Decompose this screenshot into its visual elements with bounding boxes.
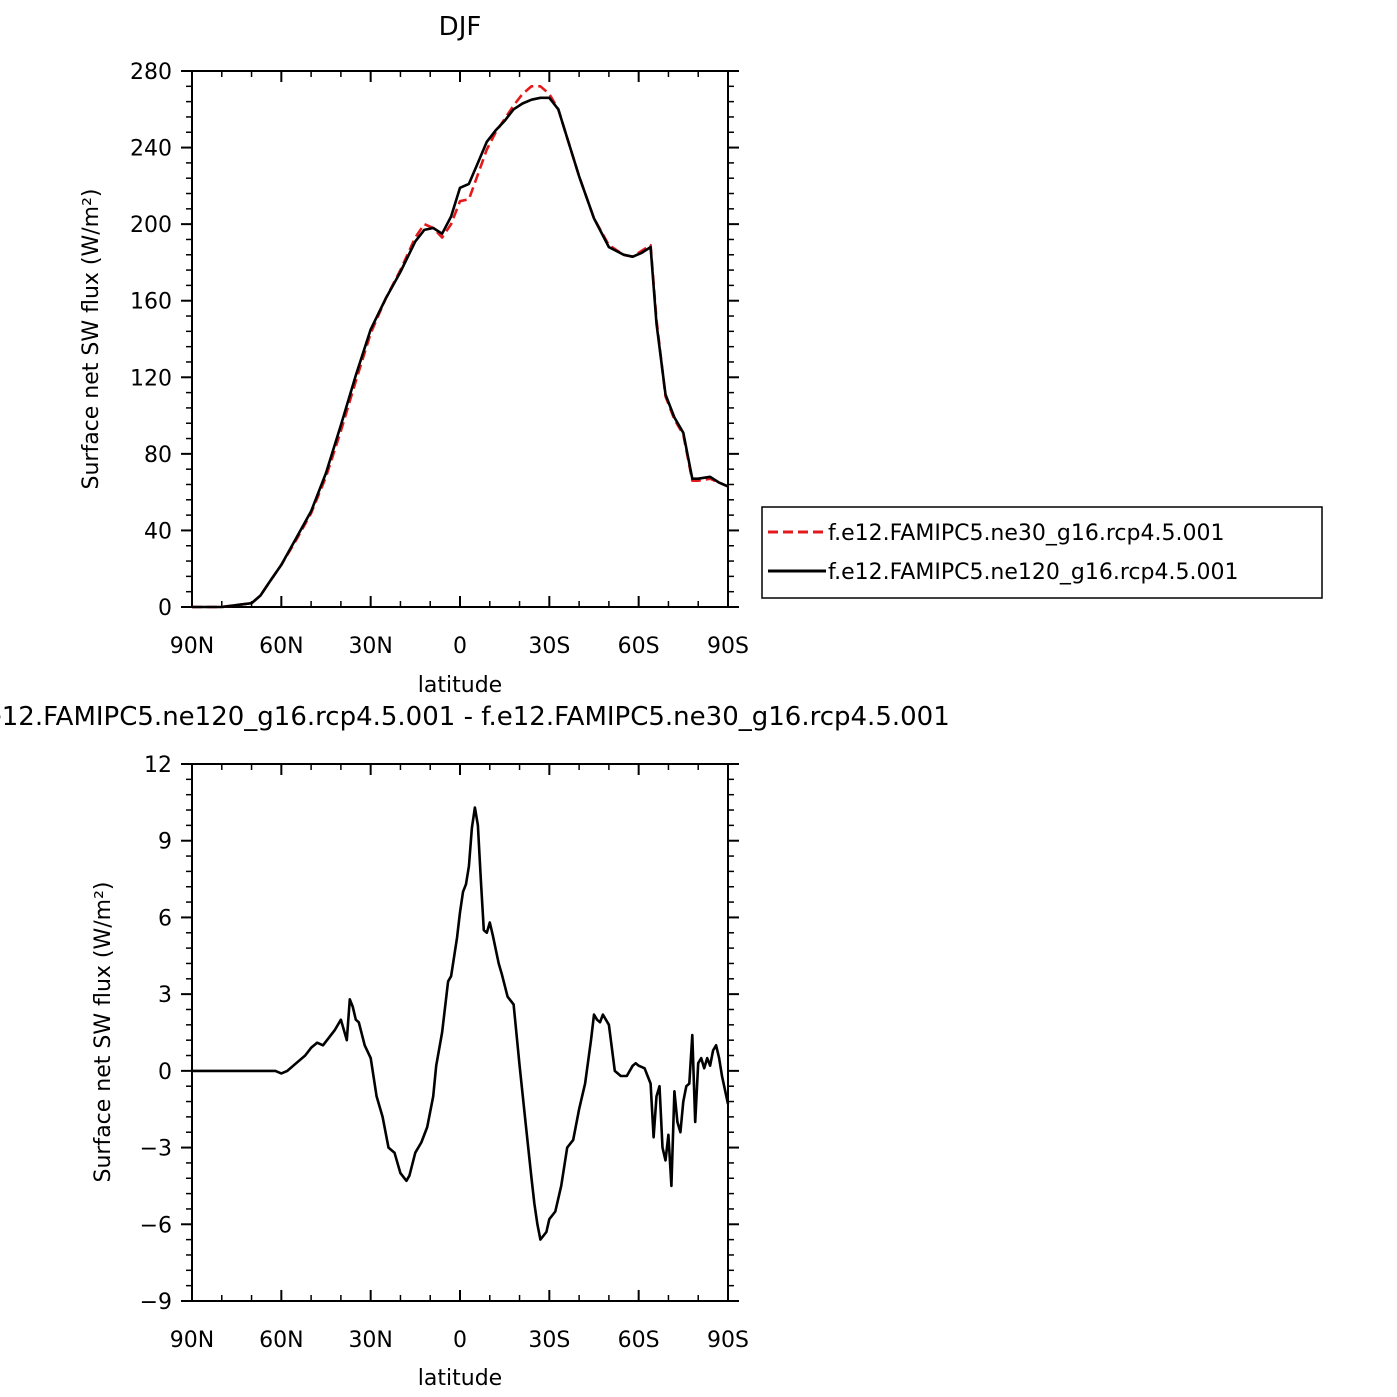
bottom-x-axis-label: latitude: [418, 1366, 502, 1391]
x-tick-label: 60S: [618, 634, 660, 659]
x-tick-label: 60S: [618, 1328, 660, 1353]
top-x-axis-label: latitude: [418, 673, 502, 698]
y-tick-label: 9: [158, 830, 172, 855]
legend-box: [761, 506, 1323, 599]
legend-label-ne30: f.e12.FAMIPC5.ne30_g16.rcp4.5.001: [828, 521, 1224, 546]
top-chart-ticks: 90N 60N 30N 0 30S 60S 90S 0 40 80 120 160 200 240 280: [130, 60, 749, 659]
y-tick-label: 120: [130, 366, 172, 391]
legend: f.e12.FAMIPC5.ne30_g16.rcp4.5.001 f.e12.…: [761, 506, 1323, 599]
bottom-chart-ticks: 90N 60N 30N 0 30S 60S 90S −9 −6 −3 0 3 6 9 12: [140, 753, 749, 1353]
y-tick-label: 280: [130, 60, 172, 85]
series-line-0-1: [192, 96, 729, 609]
top-chart-title: DJF: [439, 12, 482, 42]
bottom-plot-frame: [191, 763, 729, 1302]
bottom-chart-title: f.e12.FAMIPC5.ne120_g16.rcp4.5.001 - f.e…: [0, 702, 950, 732]
y-tick-label: 160: [130, 290, 172, 315]
x-tick-label: 0: [453, 634, 467, 659]
x-tick-label: 30N: [348, 1328, 392, 1353]
top-chart-lines: [192, 85, 729, 609]
legend-label-ne120: f.e12.FAMIPC5.ne120_g16.rcp4.5.001: [828, 560, 1238, 585]
y-tick-label: −3: [140, 1137, 172, 1162]
series-line-1-0: [192, 806, 730, 1241]
x-tick-label: 90S: [707, 1328, 749, 1353]
y-tick-label: 0: [158, 1060, 172, 1085]
bottom-chart: f.e12.FAMIPC5.ne120_g16.rcp4.5.001 - f.e…: [0, 702, 950, 1391]
x-tick-label: 30N: [348, 634, 392, 659]
y-tick-label: 80: [144, 443, 172, 468]
x-tick-label: 90N: [170, 634, 214, 659]
x-tick-label: 30S: [528, 634, 570, 659]
top-plot-frame: [191, 70, 729, 608]
y-tick-label: 0: [158, 596, 172, 621]
bottom-chart-lines: [192, 806, 730, 1241]
bottom-y-axis-label: Surface net SW flux (W/m²): [91, 881, 116, 1182]
y-tick-label: −6: [140, 1213, 172, 1238]
y-tick-label: 6: [158, 906, 172, 931]
x-tick-label: 90N: [170, 1328, 214, 1353]
y-tick-label: 3: [158, 983, 172, 1008]
x-tick-label: 90S: [707, 634, 749, 659]
top-chart: DJF 90N 60N 30N 0 30S 60S 90S 0 40 80 120 160 200 240…: [79, 12, 749, 698]
series-line-0-0: [192, 85, 729, 609]
top-y-axis-label: Surface net SW flux (W/m²): [79, 188, 104, 489]
y-tick-label: 200: [130, 213, 172, 238]
y-tick-label: 40: [144, 519, 172, 544]
y-tick-label: 12: [144, 753, 172, 778]
y-tick-label: 240: [130, 137, 172, 162]
x-tick-label: 60N: [259, 634, 303, 659]
x-tick-label: 60N: [259, 1328, 303, 1353]
x-tick-label: 0: [453, 1328, 467, 1353]
y-tick-label: −9: [140, 1290, 172, 1315]
x-tick-label: 30S: [528, 1328, 570, 1353]
